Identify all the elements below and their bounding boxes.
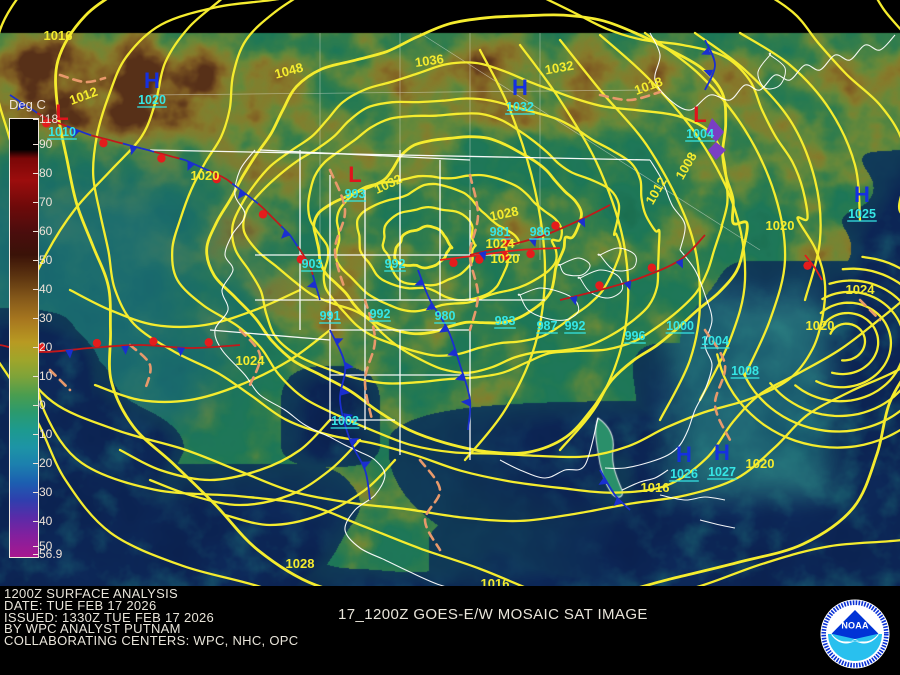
svg-text:NOAA: NOAA (841, 621, 869, 631)
svg-text:1016: 1016 (44, 28, 73, 43)
svg-text:H: H (854, 182, 870, 207)
svg-text:1020: 1020 (491, 251, 520, 266)
svg-text:991: 991 (320, 309, 341, 323)
svg-text:1026: 1026 (670, 467, 698, 481)
svg-text:1032: 1032 (506, 100, 534, 114)
svg-text:1008: 1008 (672, 149, 699, 182)
svg-text:1020: 1020 (191, 168, 220, 183)
svg-text:996: 996 (625, 329, 646, 343)
svg-text:1028: 1028 (286, 556, 315, 571)
svg-text:L: L (693, 102, 706, 127)
svg-text:1025: 1025 (848, 207, 876, 221)
svg-text:983: 983 (495, 314, 516, 328)
svg-text:992: 992 (385, 257, 406, 271)
svg-text:1012: 1012 (642, 174, 669, 207)
svg-text:H: H (714, 440, 730, 465)
svg-text:H: H (144, 68, 160, 93)
svg-text:1024: 1024 (486, 236, 516, 251)
svg-text:H: H (676, 442, 692, 467)
svg-text:1024: 1024 (846, 282, 876, 297)
svg-text:1028: 1028 (488, 203, 519, 224)
svg-text:992: 992 (370, 307, 391, 321)
svg-text:903: 903 (302, 257, 323, 271)
svg-text:1004: 1004 (701, 334, 729, 348)
svg-text:1020: 1020 (766, 218, 795, 233)
svg-text:1027: 1027 (708, 465, 736, 479)
svg-text:1004: 1004 (686, 127, 714, 141)
svg-text:1020: 1020 (138, 93, 166, 107)
svg-text:1000: 1000 (666, 319, 694, 333)
svg-text:1012: 1012 (67, 84, 99, 108)
svg-text:993: 993 (345, 187, 366, 201)
svg-text:980: 980 (435, 309, 456, 323)
svg-text:1002: 1002 (331, 414, 359, 428)
svg-text:1008: 1008 (731, 364, 759, 378)
svg-text:1016: 1016 (641, 480, 670, 495)
svg-text:992: 992 (565, 319, 586, 333)
svg-text:1032: 1032 (544, 58, 575, 78)
svg-text:1020: 1020 (806, 318, 835, 333)
svg-text:H: H (512, 75, 528, 100)
svg-text:986: 986 (530, 225, 551, 239)
svg-text:1024: 1024 (236, 353, 266, 368)
svg-text:987: 987 (537, 319, 558, 333)
svg-text:1036: 1036 (414, 51, 445, 70)
svg-text:1018: 1018 (632, 74, 664, 98)
svg-text:1048: 1048 (273, 60, 305, 82)
svg-text:L: L (348, 162, 361, 187)
svg-text:1020: 1020 (746, 456, 775, 471)
